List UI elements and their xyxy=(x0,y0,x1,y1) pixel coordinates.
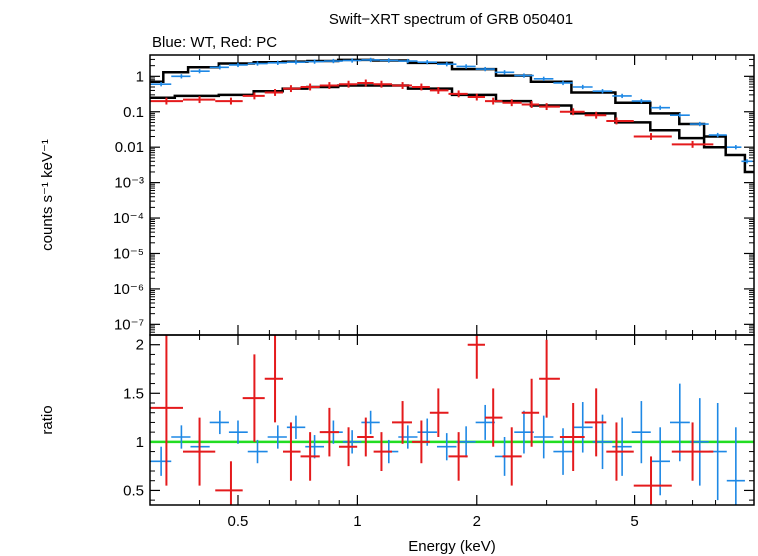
ratio-panel-frame xyxy=(149,334,755,506)
y-tick-label: 0.5 xyxy=(123,482,144,499)
y-tick-label: 2 xyxy=(136,337,144,354)
ratio-y-axis-label: ratio xyxy=(39,405,56,434)
ratio-panel: 0.5 1 1.5 2 0.5 1 2 5 xyxy=(123,335,754,530)
y-tick-label: 1 xyxy=(136,434,144,451)
model-line xyxy=(150,84,728,149)
y-tick-label: 0.1 xyxy=(123,104,144,121)
y-tick-label: 10⁻⁷ xyxy=(114,316,144,333)
y-tick-label: 1.5 xyxy=(123,385,144,402)
chart-subtitle: Blue: WT, Red: PC xyxy=(152,34,277,51)
y-tick-label: 10⁻⁵ xyxy=(113,245,144,262)
x-tick-label: 0.5 xyxy=(228,513,249,530)
x-tick-label: 5 xyxy=(630,513,638,530)
spectrum-y-axis-label: counts s⁻¹ keV⁻¹ xyxy=(39,139,56,251)
model-line xyxy=(150,58,754,174)
y-tick-label: 1 xyxy=(136,68,144,85)
y-tick-label: 0.01 xyxy=(115,139,144,156)
x-axis-label: Energy (keV) xyxy=(408,538,496,555)
spectrum-panel-frame xyxy=(149,54,755,336)
x-tick-label: 2 xyxy=(473,513,481,530)
y-tick-label: 10⁻³ xyxy=(114,175,144,192)
spectrum-panel: 1 0.1 0.01 10⁻³ 10⁻⁴ 10⁻⁵ 10⁻⁶ 10⁻⁷ xyxy=(113,54,754,336)
y-tick-label: 10⁻⁶ xyxy=(113,281,144,298)
y-tick-label: 10⁻⁴ xyxy=(113,210,144,227)
x-tick-label: 1 xyxy=(353,513,361,530)
chart-title: Swift−XRT spectrum of GRB 050401 xyxy=(329,11,573,28)
